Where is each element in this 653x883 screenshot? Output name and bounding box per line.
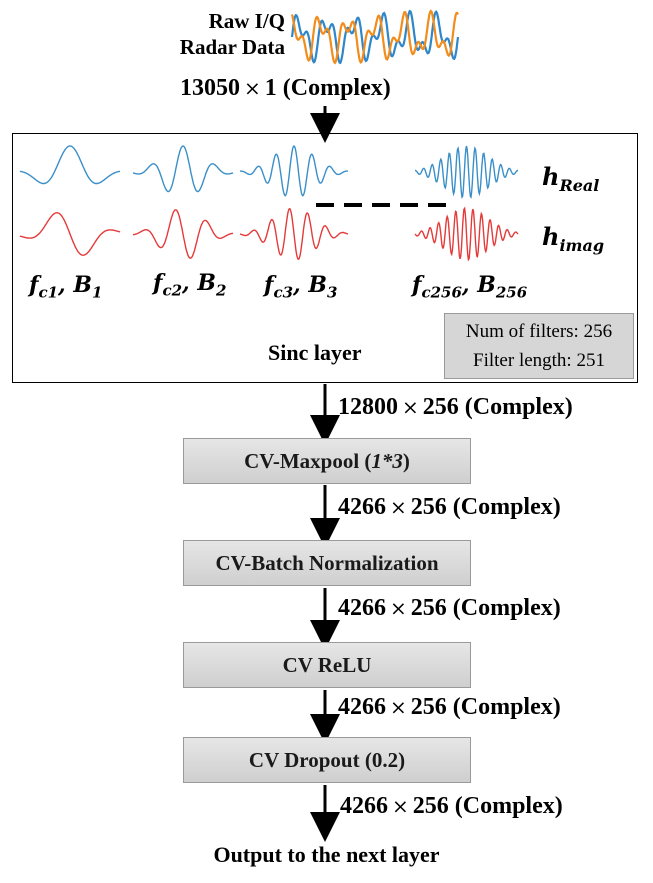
filter-label-2: fc2, B2 <box>153 270 227 300</box>
output-label: Output to the next layer <box>213 842 440 867</box>
cv-dropout-layer: CV Dropout (0.2) <box>183 737 471 783</box>
dim-label-sinc-out: 12800 × 256 (Complex) <box>338 394 573 420</box>
input-shape: 13050 × 1 (Complex) <box>180 75 391 101</box>
filter-256-imag-wave <box>414 206 519 262</box>
filter-1-real-wave <box>19 145 121 185</box>
filter-label-3: fc3, B3 <box>264 272 338 302</box>
dim-label-batchnorm-out: 4266 × 256 (Complex) <box>338 595 561 621</box>
input-label-line2: Radar Data <box>179 35 285 59</box>
input-label-line1: Raw I/Q <box>208 9 285 33</box>
sinc-layer-box <box>12 133 638 383</box>
sinc-layer-title: Sinc layer <box>268 340 362 365</box>
dim-label-maxpool-out: 4266 × 256 (Complex) <box>338 494 561 520</box>
h-imag-label: himag <box>542 222 605 255</box>
cv-maxpool-layer: CV-Maxpool (1*3) <box>183 438 471 484</box>
h-real-label: hReal <box>542 162 600 195</box>
filter-2-real-wave <box>132 145 234 193</box>
filter-info-box: Num of filters: 256 Filter length: 251 <box>444 313 634 379</box>
cv-batchnorm-layer: CV-Batch Normalization <box>183 540 471 586</box>
cv-relu-layer: CV ReLU <box>183 642 471 688</box>
input-waveform <box>290 9 460 65</box>
input-label: Raw I/Q Radar Data <box>150 8 285 60</box>
filter-1-imag-wave <box>19 212 121 256</box>
filter-label-256: fc256, B256 <box>412 272 528 302</box>
filter-3-imag-wave <box>239 208 349 260</box>
filter-length-text: Filter length: 251 <box>473 350 605 371</box>
filter-3-real-wave <box>239 145 349 197</box>
dim-label-relu-out: 4266 × 256 (Complex) <box>338 694 561 720</box>
input-wave-q <box>290 9 459 65</box>
filter-label-1: fc1, B1 <box>29 272 103 302</box>
filter-256-real-wave <box>415 145 518 199</box>
dim-label-dropout-out: 4266 × 256 (Complex) <box>340 793 563 819</box>
filter-2-imag-wave <box>132 209 234 259</box>
num-filters-text: Num of filters: 256 <box>465 321 613 342</box>
